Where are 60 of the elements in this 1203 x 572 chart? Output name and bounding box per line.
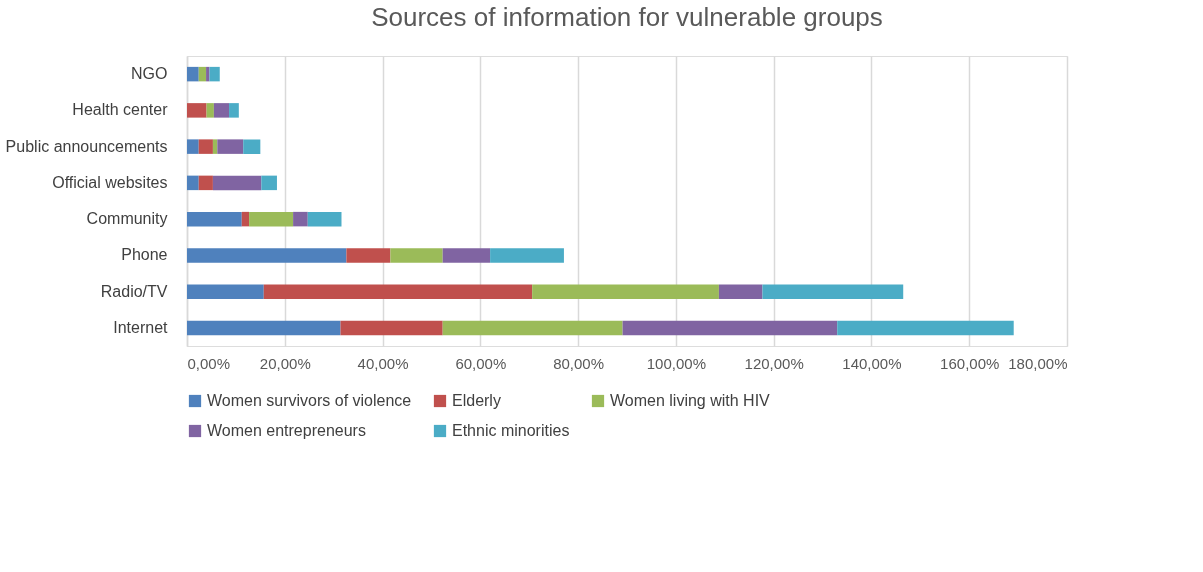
y-tick-label: Internet <box>113 318 169 336</box>
bar <box>442 320 623 336</box>
bar <box>837 320 1014 336</box>
x-tick-label: 80,00% <box>553 354 605 372</box>
x-tick-label: 0,00% <box>187 354 231 372</box>
bar <box>209 66 220 82</box>
bar <box>212 139 218 154</box>
bar <box>340 320 443 336</box>
bar <box>390 248 443 263</box>
x-tick-label: 20,00% <box>259 354 311 372</box>
bar <box>187 66 199 82</box>
bar <box>198 175 213 191</box>
bar <box>187 139 199 154</box>
bar <box>263 284 533 299</box>
y-tick-label: Official websites <box>52 173 168 191</box>
bar <box>212 175 262 191</box>
x-tick-label: 120,00% <box>744 354 804 372</box>
x-tick-label: 60,00% <box>455 354 507 372</box>
bar <box>187 103 207 118</box>
legend-label: Women entrepreneurs <box>207 422 366 439</box>
y-tick-label: Health center <box>72 101 169 119</box>
bar <box>243 139 261 154</box>
legend-label: Ethnic minorities <box>452 422 570 439</box>
x-tick-label: 140,00% <box>842 354 902 372</box>
bar <box>532 284 719 299</box>
bar <box>187 175 199 191</box>
bar <box>187 320 341 336</box>
bar <box>241 211 250 227</box>
x-tick-label: 100,00% <box>646 354 706 372</box>
bar <box>346 248 391 263</box>
bar <box>187 284 264 299</box>
y-tick-label: Public announcements <box>5 137 168 155</box>
bar <box>213 103 230 118</box>
chart-title: Sources of information for vulnerable groups <box>371 2 883 32</box>
bar <box>198 66 207 82</box>
bar <box>261 175 277 191</box>
y-tick-label: NGO <box>131 65 168 83</box>
y-tick-label: Radio/TV <box>100 282 168 300</box>
bar <box>187 248 347 263</box>
legend-label: Women survivors of violence <box>207 392 412 409</box>
y-tick-label: Phone <box>121 246 168 264</box>
bar <box>198 139 213 154</box>
bar <box>762 284 904 299</box>
legend-label: Elderly <box>452 392 501 409</box>
bar <box>206 103 214 118</box>
bar <box>229 103 239 118</box>
bar <box>718 284 763 299</box>
legend-label: Women living with HIV <box>610 392 771 409</box>
y-tick-label: Community <box>86 210 168 228</box>
bar <box>307 211 342 227</box>
bar <box>442 248 491 263</box>
bar <box>249 211 294 227</box>
x-tick-label: 40,00% <box>357 354 409 372</box>
x-tick-label: 180,00% <box>1008 354 1068 372</box>
bar <box>293 211 308 227</box>
bar <box>622 320 838 336</box>
bar <box>490 248 564 263</box>
bar <box>187 211 242 227</box>
bar <box>217 139 244 154</box>
x-tick-label: 160,00% <box>940 354 1000 372</box>
